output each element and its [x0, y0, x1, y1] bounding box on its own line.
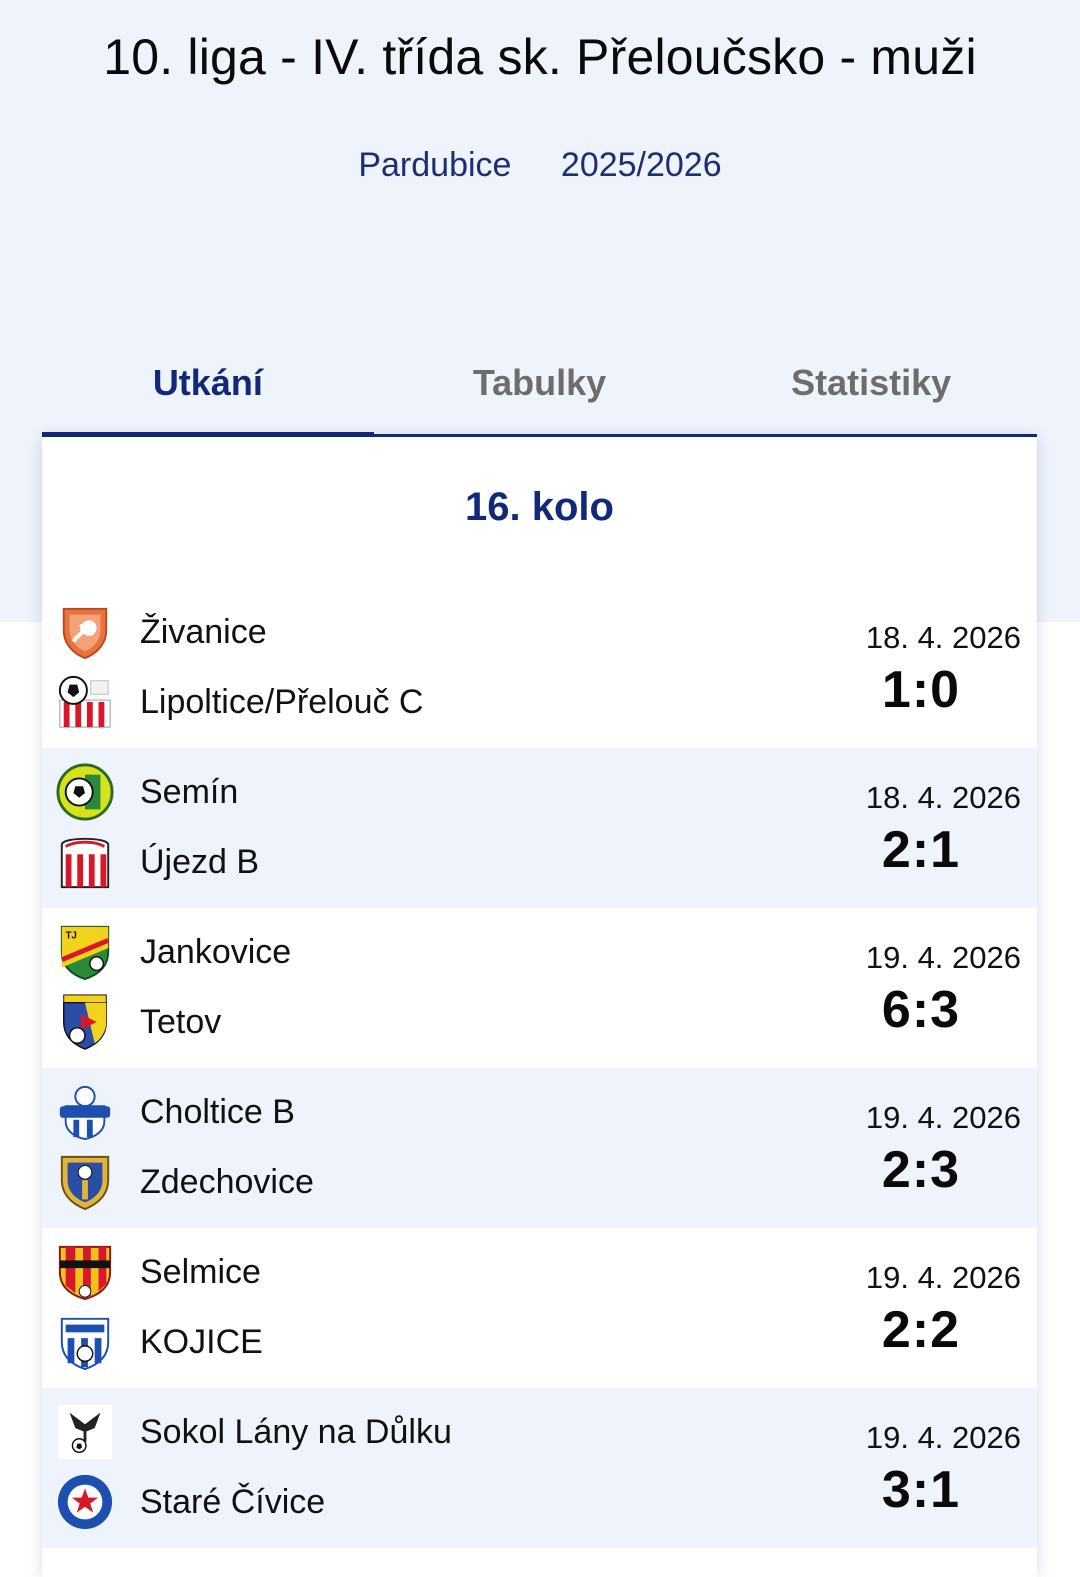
away-team: Újezd B	[56, 832, 259, 892]
match-row[interactable]: Živanice Lipoltice/Přelouč C 18. 4. 2026…	[42, 588, 1037, 748]
league-meta: Pardubice 2025/2026	[0, 146, 1080, 185]
home-team: TJ Jankovice	[56, 922, 291, 982]
away-team: Tetov	[56, 992, 221, 1052]
home-team-name: Semín	[140, 772, 239, 811]
round-card: 16. kolo Živanice	[42, 437, 1037, 1577]
season-selector[interactable]: 2025/2026	[560, 146, 722, 184]
away-team-name: Zdechovice	[140, 1162, 314, 1201]
away-team: Lipoltice/Přelouč C	[56, 672, 423, 732]
match-date: 19. 4. 2026	[865, 1420, 1021, 1455]
away-team-name: Tetov	[140, 1002, 222, 1041]
match-date: 19. 4. 2026	[865, 1260, 1021, 1295]
match-date: 18. 4. 2026	[865, 780, 1021, 815]
match-score: 3:1	[881, 1461, 961, 1519]
home-team: Živanice	[56, 602, 267, 662]
match-score: 1:0	[881, 661, 961, 719]
match-score: 6:3	[881, 981, 961, 1039]
match-score: 2:3	[881, 1141, 961, 1199]
match-row[interactable]: TJ Jankovice Tetov 19. 4. 2026 6:3	[42, 908, 1037, 1068]
match-list: Živanice Lipoltice/Přelouč C 18. 4. 2026…	[42, 588, 1037, 1548]
tab-tabulky[interactable]: Tabulky	[472, 362, 607, 403]
kojice-crest-icon	[60, 1317, 110, 1371]
home-team: Sokol Lány na Důlku	[56, 1402, 452, 1462]
match-score: 2:2	[881, 1301, 961, 1359]
tab-bar: Utkání Tabulky Statistiky	[42, 340, 1037, 440]
lany-crest-icon	[57, 1404, 113, 1460]
match-row[interactable]: Sokol Lány na Důlku Staré Čívice 19. 4. …	[42, 1388, 1037, 1548]
match-row[interactable]: Selmice KOJICE 19. 4. 2026 2:2	[42, 1228, 1037, 1388]
civice-crest-icon	[57, 1474, 113, 1530]
round-title: 16. kolo	[465, 485, 614, 529]
match-date: 18. 4. 2026	[865, 620, 1021, 655]
svg-text:TJ: TJ	[66, 930, 77, 941]
away-team-name: Staré Čívice	[140, 1482, 326, 1521]
away-team: Staré Čívice	[56, 1472, 325, 1532]
region-link[interactable]: Pardubice	[358, 146, 512, 184]
lipoltice-crest-icon	[58, 675, 111, 728]
home-team-name: Jankovice	[140, 932, 292, 971]
away-team: KOJICE	[56, 1312, 263, 1372]
jankovice-crest-icon: TJ	[60, 925, 110, 981]
tetov-crest-icon	[63, 994, 107, 1050]
tab-statistiky[interactable]: Statistiky	[791, 362, 952, 403]
match-score: 2:1	[881, 821, 961, 879]
match-date: 19. 4. 2026	[865, 1100, 1021, 1135]
match-row[interactable]: Semín Újezd B 18. 4. 2026 2:1	[42, 748, 1037, 908]
home-team-name: Choltice B	[140, 1092, 295, 1131]
away-team-name: KOJICE	[140, 1322, 263, 1361]
selmice-crest-icon	[58, 1245, 112, 1301]
away-team-name: Lipoltice/Přelouč C	[140, 682, 424, 721]
home-team-name: Živanice	[140, 612, 267, 651]
home-team: Choltice B	[56, 1082, 295, 1142]
away-team: Zdechovice	[56, 1152, 314, 1212]
ujezd-crest-icon	[60, 837, 110, 889]
zivanice-crest-icon	[62, 607, 108, 660]
league-title: 10. liga - IV. třída sk. Přeloučsko - mu…	[103, 29, 977, 85]
home-team: Semín	[56, 762, 238, 822]
away-team-name: Újezd B	[140, 842, 260, 881]
zdechovice-crest-icon	[60, 1155, 110, 1211]
home-team: Selmice	[56, 1242, 261, 1302]
match-date: 19. 4. 2026	[865, 940, 1021, 975]
choltice-crest-icon	[59, 1085, 111, 1141]
home-team-name: Selmice	[140, 1252, 261, 1291]
home-team-name: Sokol Lány na Důlku	[140, 1412, 452, 1451]
match-row[interactable]: Choltice B Zdechovice 19. 4. 2026 2:3	[42, 1068, 1037, 1228]
semin-crest-icon	[56, 763, 114, 821]
tab-utkani[interactable]: Utkání	[42, 340, 374, 440]
